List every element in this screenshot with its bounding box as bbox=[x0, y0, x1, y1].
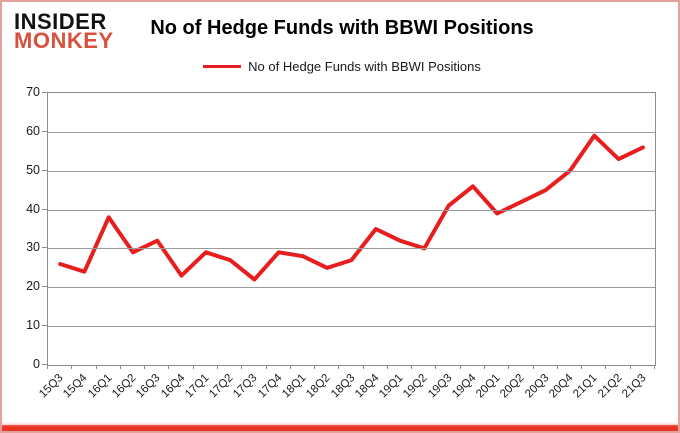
x-axis-label-20Q3: 20Q3 bbox=[522, 372, 552, 401]
y-axis-label-50: 50 bbox=[26, 162, 40, 177]
x-axis-tick bbox=[556, 365, 558, 369]
x-axis-label-16Q1: 16Q1 bbox=[85, 372, 115, 401]
x-axis-tick bbox=[265, 365, 267, 369]
x-axis-tick bbox=[532, 365, 534, 369]
x-axis-tick bbox=[338, 365, 340, 369]
x-axis-label-15Q3: 15Q3 bbox=[37, 372, 66, 401]
x-axis-label-16Q3: 16Q3 bbox=[134, 372, 163, 401]
x-axis-tick bbox=[654, 365, 655, 369]
y-axis-tick bbox=[42, 286, 47, 288]
x-axis-tick bbox=[605, 365, 607, 369]
chart-title: No of Hedge Funds with BBWI Positions bbox=[150, 17, 534, 39]
chart-legend: No of Hedge Funds with BBWI Positions bbox=[2, 59, 678, 74]
x-axis-label-17Q1: 17Q1 bbox=[182, 372, 212, 401]
gridline-y-60 bbox=[48, 131, 655, 133]
hedge-funds-line bbox=[58, 133, 645, 282]
y-axis-label-70: 70 bbox=[26, 85, 40, 99]
x-axis-label-16Q2: 16Q2 bbox=[110, 372, 139, 401]
y-axis-label-60: 60 bbox=[26, 123, 40, 138]
x-axis-label-21Q3: 21Q3 bbox=[619, 372, 649, 401]
y-axis-label-10: 10 bbox=[26, 318, 40, 333]
x-axis-tick bbox=[314, 365, 316, 369]
y-axis-tick bbox=[42, 247, 47, 249]
y-axis-label-40: 40 bbox=[26, 201, 40, 216]
x-axis-label-21Q1: 21Q1 bbox=[571, 372, 600, 401]
x-axis-label-19Q4: 19Q4 bbox=[449, 372, 479, 401]
x-axis-tick bbox=[95, 365, 97, 369]
x-axis-label-18Q2: 18Q2 bbox=[304, 372, 333, 401]
x-axis-tick bbox=[47, 365, 48, 369]
y-axis-label-20: 20 bbox=[26, 279, 40, 294]
insider-monkey-logo: INSIDER MONKEY bbox=[14, 9, 114, 53]
gridline-y-40 bbox=[48, 209, 655, 211]
y-axis-tick bbox=[42, 92, 47, 93]
x-axis-tick bbox=[362, 365, 364, 369]
x-axis-tick bbox=[411, 365, 413, 369]
legend-line-swatch bbox=[203, 65, 242, 68]
x-axis-tick bbox=[289, 365, 291, 369]
x-axis-label-16Q4: 16Q4 bbox=[158, 372, 188, 401]
x-axis-label-17Q4: 17Q4 bbox=[255, 372, 285, 401]
logo-text-insider: INSIDER bbox=[14, 9, 107, 34]
x-axis-tick bbox=[241, 365, 243, 369]
y-axis-tick bbox=[42, 169, 47, 171]
y-axis-tick bbox=[42, 130, 47, 132]
x-axis-label-21Q2: 21Q2 bbox=[595, 372, 625, 401]
plot-area bbox=[47, 92, 656, 366]
x-axis-tick bbox=[71, 365, 73, 369]
x-axis-label-19Q2: 19Q2 bbox=[401, 372, 430, 401]
legend-label: No of Hedge Funds with BBWI Positions bbox=[248, 59, 481, 74]
x-axis-label-20Q4: 20Q4 bbox=[547, 372, 576, 401]
x-axis-tick bbox=[508, 365, 510, 369]
y-axis-tick bbox=[42, 208, 47, 210]
y-axis-label-0: 0 bbox=[33, 357, 40, 371]
gridline-y-30 bbox=[48, 248, 655, 250]
x-axis-tick bbox=[484, 365, 486, 369]
x-axis-tick bbox=[192, 365, 194, 369]
x-axis-label-20Q1: 20Q1 bbox=[474, 372, 503, 401]
gridline-y-50 bbox=[48, 170, 655, 172]
x-axis-tick bbox=[581, 365, 583, 369]
x-axis-tick bbox=[144, 365, 146, 369]
frame-bottom-accent bbox=[2, 425, 678, 431]
y-axis-tick bbox=[42, 364, 47, 365]
x-axis-tick bbox=[119, 365, 121, 369]
x-axis-tick bbox=[435, 365, 437, 369]
y-axis-label-30: 30 bbox=[26, 240, 40, 255]
logo-text-monkey: MONKEY bbox=[14, 28, 114, 53]
x-axis-label-18Q1: 18Q1 bbox=[280, 372, 309, 401]
y-axis-tick bbox=[42, 325, 47, 327]
gridline-y-20 bbox=[48, 287, 655, 289]
x-axis-label-15Q4: 15Q4 bbox=[61, 372, 90, 401]
x-axis-label-20Q2: 20Q2 bbox=[498, 372, 527, 401]
x-axis-tick bbox=[629, 365, 631, 369]
x-axis-label-18Q3: 18Q3 bbox=[328, 372, 357, 401]
x-axis-tick bbox=[459, 365, 461, 369]
x-axis-label-19Q3: 19Q3 bbox=[425, 372, 455, 401]
x-axis-label-19Q1: 19Q1 bbox=[377, 372, 406, 401]
x-axis-label-18Q4: 18Q4 bbox=[352, 372, 382, 401]
x-axis-tick bbox=[216, 365, 218, 369]
x-axis-label-17Q2: 17Q2 bbox=[207, 372, 236, 401]
x-axis-tick bbox=[386, 365, 388, 369]
x-axis-tick bbox=[168, 365, 170, 369]
gridline-y-10 bbox=[48, 326, 655, 328]
line-series-svg bbox=[58, 133, 645, 282]
x-axis-label-17Q3: 17Q3 bbox=[231, 372, 260, 401]
